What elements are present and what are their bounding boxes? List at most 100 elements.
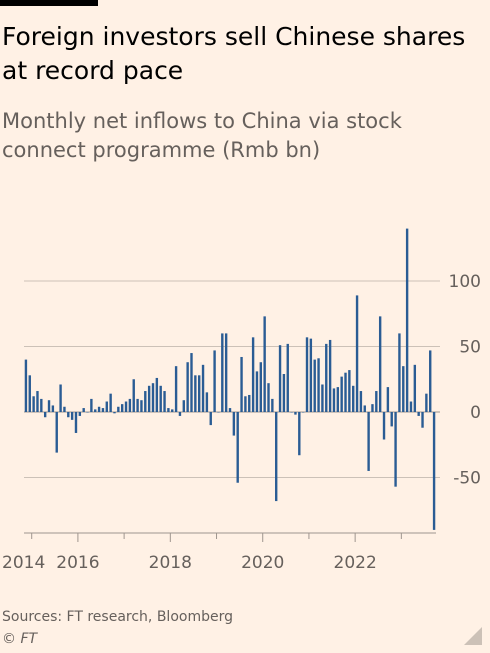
bar-chart: -50 0 50 100 2014 2016 2018 2020 2022 [2, 228, 481, 573]
chart-subtitle: Monthly net inflows to China via stock c… [2, 109, 402, 162]
bar-83 [344, 372, 347, 412]
bar-10 [63, 406, 66, 412]
bar-58 [248, 394, 251, 412]
chart-title: Foreign investors sell Chinese shares at… [2, 22, 466, 85]
bar-103 [421, 412, 424, 428]
bar-33 [151, 383, 155, 412]
bar-42 [186, 362, 189, 412]
bar-62 [263, 316, 266, 412]
bar-18 [94, 409, 97, 412]
bar-93 [382, 412, 386, 440]
bar-9 [59, 384, 62, 412]
bar-26 [124, 401, 128, 412]
bar-105 [429, 350, 432, 412]
bar-29 [136, 398, 139, 412]
bar-69 [290, 412, 293, 413]
y-tick-label-3: 100 [449, 272, 481, 292]
bar-7 [51, 405, 55, 412]
bar-94 [386, 387, 390, 412]
bar-71 [298, 412, 301, 456]
bar-98 [402, 366, 405, 412]
bar-86 [355, 295, 359, 412]
bar-5 [43, 412, 47, 418]
x-tick-label-2: 2018 [149, 553, 192, 573]
bar-4 [40, 398, 43, 412]
x-axis: 2014 2016 2018 2020 2022 [2, 532, 436, 573]
bar-82 [340, 376, 343, 412]
bar-52 [224, 333, 228, 412]
bar-30 [140, 400, 143, 412]
bar-50 [217, 412, 220, 413]
bar-46 [201, 364, 205, 412]
bar-67 [282, 374, 286, 412]
bar-59 [251, 337, 255, 412]
bar-76 [317, 358, 320, 412]
bar-48 [209, 412, 212, 426]
bar-1 [28, 375, 31, 412]
bar-14 [78, 412, 82, 416]
bar-90 [371, 404, 374, 412]
x-tick-label-3: 2020 [241, 553, 284, 573]
bar-0 [24, 359, 28, 412]
bar-36 [163, 391, 166, 412]
bar-40 [178, 412, 182, 416]
bar-12 [70, 412, 74, 420]
bar-74 [309, 338, 313, 412]
bar-78 [325, 343, 328, 412]
bar-100 [409, 401, 413, 412]
y-tick-label-2: 50 [459, 338, 481, 358]
ft-topbar [0, 0, 98, 6]
bar-22 [109, 393, 112, 412]
bar-61 [259, 362, 262, 412]
bar-60 [255, 371, 259, 412]
bar-23 [113, 412, 116, 414]
bar-66 [278, 345, 282, 412]
bar-34 [155, 377, 159, 412]
bar-47 [205, 392, 209, 412]
bar-101 [413, 364, 417, 412]
bar-56 [240, 356, 243, 412]
bar-65 [275, 412, 278, 502]
bar-87 [359, 391, 363, 412]
bar-17 [90, 398, 93, 412]
bar-106 [432, 412, 436, 530]
bar-35 [159, 385, 162, 412]
bar-11 [67, 412, 70, 418]
bar-104 [425, 393, 428, 412]
bar-6 [47, 400, 51, 412]
bar-102 [417, 412, 420, 416]
bar-99 [405, 228, 409, 412]
y-tick-label-0: -50 [453, 469, 481, 489]
bar-45 [198, 375, 201, 412]
bar-80 [332, 388, 336, 412]
bar-3 [36, 391, 39, 412]
bar-55 [236, 412, 239, 483]
bar-84 [348, 370, 351, 412]
bar-31 [144, 391, 147, 412]
bar-63 [267, 383, 270, 412]
bar-25 [120, 404, 124, 412]
bars [24, 228, 436, 530]
bar-15 [82, 408, 85, 412]
bar-54 [232, 412, 236, 436]
copyright: © FT [2, 631, 38, 647]
bar-70 [294, 412, 297, 415]
bar-81 [336, 387, 340, 412]
bar-88 [363, 405, 366, 412]
bar-27 [128, 398, 132, 412]
bar-89 [367, 412, 370, 471]
bar-41 [182, 400, 185, 412]
bar-64 [271, 398, 274, 412]
x-tick-label-1: 2016 [56, 553, 99, 573]
bar-97 [398, 333, 401, 412]
y-axis-tick-labels: -50 0 50 100 [449, 272, 481, 489]
bar-92 [378, 316, 382, 412]
bar-57 [244, 396, 247, 412]
bar-72 [301, 412, 305, 413]
bar-20 [101, 408, 105, 412]
bar-2 [32, 396, 35, 412]
y-tick-label-1: 0 [470, 403, 481, 423]
bar-43 [190, 353, 193, 412]
bar-21 [105, 401, 108, 412]
bar-79 [328, 339, 332, 412]
